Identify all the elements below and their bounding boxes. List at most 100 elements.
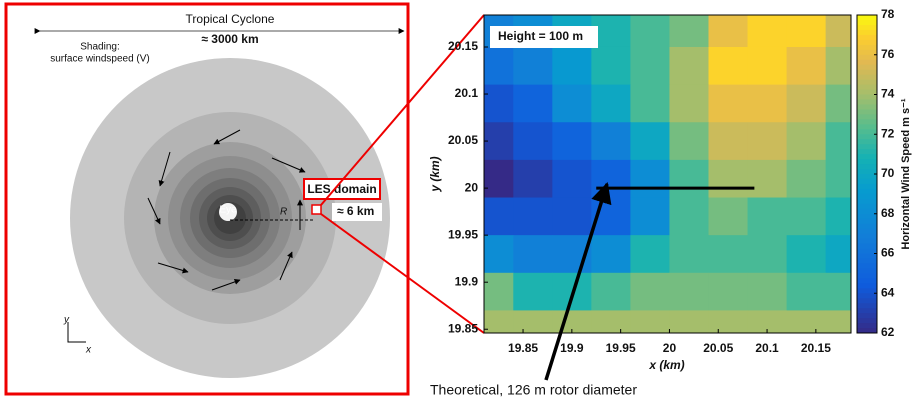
- colorbar-tick-label: 78: [881, 7, 895, 21]
- colorbar-step: [857, 109, 877, 115]
- heat-cell: [747, 197, 788, 236]
- colorbar-step: [857, 308, 877, 314]
- colorbar-step: [857, 89, 877, 95]
- heat-cell: [630, 15, 670, 48]
- les-size-bg: [332, 203, 382, 221]
- colorbar-step: [857, 59, 877, 66]
- colorbar-step: [857, 203, 877, 210]
- heat-cell: [591, 235, 631, 274]
- heat-cell: [708, 122, 749, 161]
- heat-cell: [484, 46, 514, 86]
- colorbar-tick-label: 68: [881, 206, 895, 220]
- colorbar-label: Horizontal Wind Speed m s⁻¹: [900, 98, 912, 249]
- colorbar-step: [857, 149, 877, 155]
- heat-cell: [669, 84, 709, 123]
- colorbar-step: [857, 129, 877, 135]
- colorbar-step: [857, 193, 877, 200]
- heat-cell: [513, 197, 553, 236]
- heat-cell: [708, 46, 749, 86]
- y-axis-label: y (km): [428, 156, 442, 192]
- heat-cell: [552, 46, 592, 86]
- rotor-pointer: [544, 181, 612, 381]
- heat-cell: [513, 272, 553, 311]
- x-tick-label: 19.85: [508, 341, 538, 355]
- heat-cell: [630, 46, 670, 86]
- colorbar-step: [857, 99, 877, 105]
- heat-cell: [786, 15, 827, 48]
- y-tick-label: 20: [465, 180, 479, 194]
- heat-cell: [591, 272, 631, 311]
- heat-cell: [825, 159, 851, 199]
- heat-cell: [484, 122, 514, 161]
- heat-cell: [630, 310, 670, 333]
- heat-cell: [669, 197, 709, 236]
- colorbar-step: [857, 174, 877, 180]
- colorbar-step: [857, 223, 877, 230]
- colorbar-step: [857, 228, 877, 235]
- heat-cell: [669, 310, 709, 333]
- rotor-label: Theoretical, 126 m rotor diameter: [430, 382, 637, 398]
- heat-cell: [825, 310, 851, 333]
- colorbar-step: [857, 268, 877, 274]
- heat-cell: [786, 84, 827, 123]
- x-axis-label: x (km): [648, 358, 684, 372]
- heat-cell: [747, 159, 788, 199]
- colorbar-tick-label: 72: [881, 126, 895, 140]
- colorbar-step: [857, 154, 877, 160]
- colorbar-step: [857, 144, 877, 150]
- colorbar-tick-label: 70: [881, 166, 895, 180]
- colorbar-step: [857, 39, 877, 46]
- colorbar-step: [857, 15, 877, 21]
- heat-cell: [630, 122, 670, 161]
- heat-cell: [786, 310, 827, 333]
- heat-cell: [747, 235, 788, 274]
- x-tick-label: 20: [663, 341, 677, 355]
- heat-cell: [747, 272, 788, 311]
- heat-cell: [513, 235, 553, 274]
- heat-cell: [747, 15, 788, 48]
- x-tick-label: 20.1: [755, 341, 779, 355]
- plot-frame: [483, 14, 852, 334]
- colorbar-step: [857, 288, 877, 294]
- colorbar-step: [857, 283, 877, 289]
- colorbar-step: [857, 84, 877, 91]
- colorbar-step: [857, 139, 877, 145]
- y-tick-label: 19.95: [448, 227, 478, 241]
- les-label: LES domain: [307, 182, 376, 196]
- axis-y: y: [63, 315, 70, 326]
- heat-cell: [708, 159, 749, 199]
- heat-cell: [591, 46, 631, 86]
- x-tick-label: 20.15: [801, 341, 831, 355]
- y-tick-label: 19.9: [455, 274, 479, 288]
- heat-cell: [786, 235, 827, 274]
- colorbar-step: [857, 94, 877, 100]
- les-box: [311, 204, 322, 215]
- heat-cell: [747, 84, 788, 123]
- cyclone-rings: [70, 58, 390, 378]
- colorbar-step: [857, 318, 877, 324]
- colorbar-step: [857, 208, 877, 215]
- heat-cell: [484, 310, 514, 333]
- x-tick-label: 19.95: [606, 341, 636, 355]
- colorbar-step: [857, 114, 877, 120]
- colorbar-step: [857, 74, 877, 81]
- heat-cell: [786, 46, 827, 86]
- heat-cell: [484, 159, 514, 199]
- colorbar-step: [857, 248, 877, 254]
- eye: [219, 203, 237, 221]
- colorbar-step: [857, 169, 877, 175]
- diagram-title: Tropical Cyclone: [186, 12, 275, 26]
- colorbar-step: [857, 188, 877, 195]
- radius-label: R: [280, 207, 287, 218]
- colorbar-step: [857, 258, 877, 264]
- colorbar-step: [857, 24, 877, 31]
- colorbar-step: [857, 303, 877, 309]
- shading-label: surface windspeed (V): [50, 54, 150, 65]
- zoom-line: [320, 14, 485, 206]
- axes-icon: [67, 322, 86, 343]
- y-tick-label: 20.15: [448, 39, 478, 53]
- heat-cell: [669, 272, 709, 311]
- colorbar-step: [857, 263, 877, 269]
- colorbar-step: [857, 213, 877, 220]
